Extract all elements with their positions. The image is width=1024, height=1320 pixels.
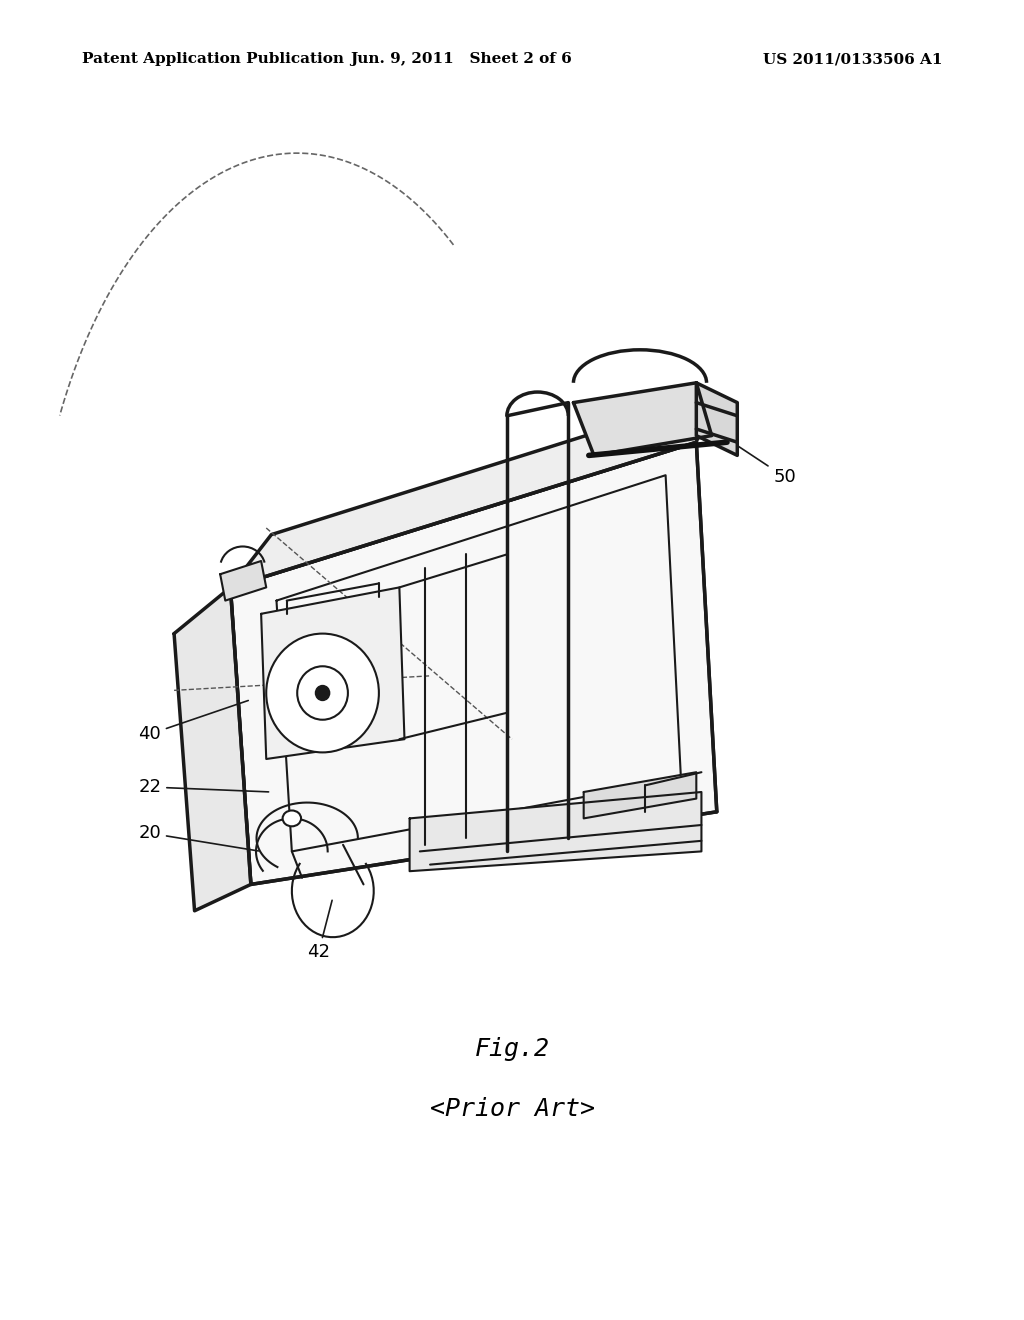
- Ellipse shape: [283, 810, 301, 826]
- Text: 40: 40: [138, 701, 248, 743]
- Polygon shape: [573, 383, 712, 455]
- Text: Fig.2: Fig.2: [474, 1038, 550, 1061]
- Ellipse shape: [266, 634, 379, 752]
- Text: Jun. 9, 2011   Sheet 2 of 6: Jun. 9, 2011 Sheet 2 of 6: [350, 53, 571, 66]
- Polygon shape: [230, 396, 712, 587]
- Ellipse shape: [297, 667, 348, 719]
- Polygon shape: [261, 587, 404, 759]
- Text: US 2011/0133506 A1: US 2011/0133506 A1: [763, 53, 942, 66]
- Polygon shape: [410, 792, 701, 871]
- Polygon shape: [230, 442, 717, 884]
- Polygon shape: [220, 561, 266, 601]
- Polygon shape: [696, 383, 737, 455]
- Text: 22: 22: [138, 777, 268, 796]
- Text: <Prior Art>: <Prior Art>: [429, 1097, 595, 1121]
- Text: 42: 42: [307, 900, 332, 961]
- Polygon shape: [584, 772, 696, 818]
- Text: 50: 50: [734, 444, 796, 486]
- Text: Patent Application Publication: Patent Application Publication: [82, 53, 344, 66]
- Ellipse shape: [315, 686, 330, 700]
- Polygon shape: [174, 587, 251, 911]
- Text: 20: 20: [138, 824, 258, 851]
